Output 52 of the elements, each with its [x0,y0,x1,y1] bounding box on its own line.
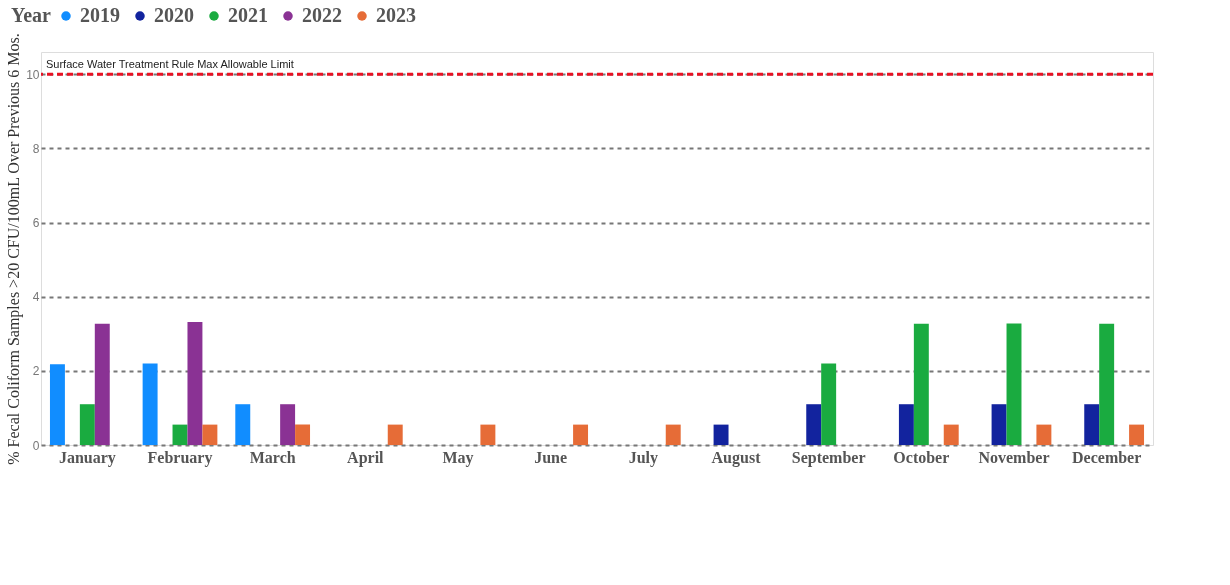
bar [991,404,1007,445]
x-tick-label: May [442,448,474,467]
bar [1084,404,1100,445]
y-axis-title: % Fecal Coliform Samples >20 CFU/100mL Over Previous 6 Mos. [5,33,24,465]
legend-title: Year [11,4,52,26]
bar [187,321,203,445]
y-tick-label: 8 [32,141,40,156]
legend-label: 2021 [228,4,268,26]
bar [1006,323,1022,445]
bar [49,364,65,445]
bar [202,424,218,445]
x-tick-label: December [1072,448,1142,466]
x-tick-label: July [628,448,659,467]
x-tick-label: April [347,448,385,467]
bar [235,404,251,445]
bar [94,323,110,445]
bar [295,424,311,445]
x-tick-label: January [58,448,116,467]
legend-label: 2023 [376,4,416,26]
y-tick-label: 2 [32,364,40,379]
legend-label: 2019 [80,4,120,26]
bar [898,404,914,445]
bar [1036,424,1052,445]
bar [573,424,589,445]
bar [806,404,822,445]
y-tick-label: 4 [32,290,40,305]
x-tick-label: November [978,448,1050,466]
bar [387,424,403,445]
bar [480,424,496,445]
bar [172,424,188,445]
bar [913,323,929,445]
legend-label: 2020 [154,4,194,26]
x-tick-label: September [791,448,866,467]
bar [79,404,95,445]
bar [943,424,959,445]
x-tick-label: August [711,448,762,467]
x-tick-label: June [534,448,568,466]
bar [821,363,837,445]
bar [280,404,296,445]
y-tick-label: 0 [32,438,40,453]
ref-line-label: Surface Water Treatment Rule Max Allowable Limit [46,58,294,71]
x-tick-label: October [893,448,950,466]
bar [713,424,729,445]
bar [665,424,681,445]
x-tick-label: February [147,448,213,467]
x-tick-label: March [249,448,296,466]
bar [1099,323,1115,445]
y-tick-label: 6 [32,216,40,231]
bar [142,363,158,445]
y-tick-label: 10 [26,67,40,82]
legend-label: 2022 [302,4,342,26]
bar [1129,424,1145,445]
